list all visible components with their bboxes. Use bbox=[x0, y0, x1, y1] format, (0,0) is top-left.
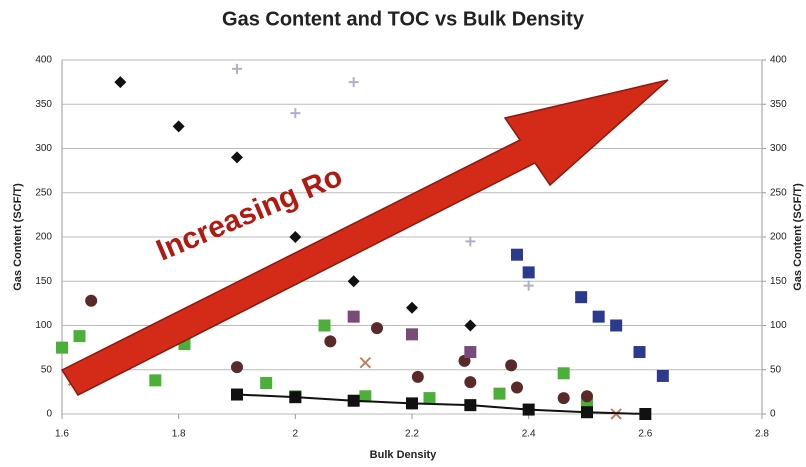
point bbox=[464, 346, 477, 359]
point bbox=[592, 310, 605, 323]
point bbox=[505, 359, 518, 372]
point bbox=[73, 330, 86, 343]
point bbox=[406, 301, 418, 314]
point bbox=[465, 236, 476, 247]
y-tick-label: 250 bbox=[35, 187, 52, 198]
chart-title: Gas Content and TOC vs Bulk Density bbox=[222, 8, 585, 30]
point bbox=[406, 397, 418, 410]
point bbox=[464, 376, 477, 389]
point bbox=[411, 370, 424, 383]
point bbox=[348, 77, 359, 88]
point bbox=[557, 392, 570, 405]
point bbox=[231, 388, 243, 401]
point bbox=[423, 392, 436, 405]
y-axis-title: Gas Content (SCF/T) bbox=[12, 183, 24, 291]
point bbox=[522, 266, 535, 279]
x-tick-label: 2.2 bbox=[405, 429, 419, 440]
point bbox=[464, 319, 477, 332]
point bbox=[581, 406, 593, 419]
x-tick-label: 1.8 bbox=[172, 429, 186, 440]
point bbox=[464, 399, 477, 412]
point bbox=[231, 361, 243, 374]
point bbox=[114, 76, 127, 89]
x-tick-label: 2 bbox=[293, 429, 299, 440]
y-tick-label: 50 bbox=[41, 364, 53, 375]
x-axis-title: Bulk Density bbox=[370, 449, 438, 461]
point bbox=[493, 387, 506, 400]
point bbox=[522, 403, 535, 416]
point bbox=[231, 151, 243, 164]
point bbox=[639, 408, 652, 420]
x-tick-label: 1.6 bbox=[55, 429, 69, 440]
trend-line bbox=[236, 393, 646, 415]
y-tick-label: 350 bbox=[35, 99, 52, 110]
y2-tick-label: 150 bbox=[770, 276, 787, 287]
point bbox=[610, 319, 623, 332]
y2-tick-label: 350 bbox=[770, 99, 787, 110]
point bbox=[318, 319, 331, 332]
point bbox=[523, 280, 534, 291]
point bbox=[289, 391, 302, 404]
point bbox=[359, 356, 372, 369]
point bbox=[85, 294, 98, 307]
point bbox=[172, 120, 185, 133]
y-tick-label: 300 bbox=[35, 143, 52, 154]
point bbox=[260, 377, 273, 390]
y-tick-label: 200 bbox=[35, 232, 52, 243]
point bbox=[324, 335, 337, 348]
y-tick-label: 150 bbox=[35, 276, 52, 287]
point bbox=[232, 63, 242, 74]
point bbox=[56, 341, 68, 354]
point bbox=[289, 231, 302, 243]
y2-tick-label: 300 bbox=[770, 143, 787, 154]
y2-tick-label: 400 bbox=[770, 55, 787, 66]
point bbox=[290, 108, 301, 119]
y2-tick-label: 0 bbox=[770, 409, 776, 420]
point bbox=[656, 369, 669, 382]
point bbox=[347, 394, 360, 407]
point bbox=[149, 374, 162, 387]
point bbox=[359, 390, 372, 403]
point bbox=[581, 390, 593, 403]
point bbox=[633, 346, 646, 359]
point bbox=[347, 275, 360, 288]
y2-axis-title: Gas Content (SCF/T) bbox=[792, 183, 804, 291]
point bbox=[575, 291, 588, 304]
point bbox=[371, 322, 383, 335]
x-tick-label: 2.8 bbox=[755, 429, 769, 440]
y-tick-label: 100 bbox=[35, 320, 52, 331]
y2-tick-label: 100 bbox=[770, 320, 787, 331]
point bbox=[557, 367, 570, 380]
point bbox=[406, 328, 418, 341]
point bbox=[347, 310, 360, 323]
y2-tick-label: 250 bbox=[770, 187, 787, 198]
y2-tick-label: 50 bbox=[770, 364, 782, 375]
y2-tick-label: 200 bbox=[770, 232, 787, 243]
arrow bbox=[60, 79, 669, 396]
point bbox=[511, 248, 523, 261]
x-tick-label: 2.6 bbox=[638, 429, 652, 440]
x-tick-label: 2.4 bbox=[522, 429, 536, 440]
point bbox=[511, 381, 523, 394]
y-tick-label: 0 bbox=[46, 409, 52, 420]
y-tick-label: 400 bbox=[35, 55, 52, 66]
